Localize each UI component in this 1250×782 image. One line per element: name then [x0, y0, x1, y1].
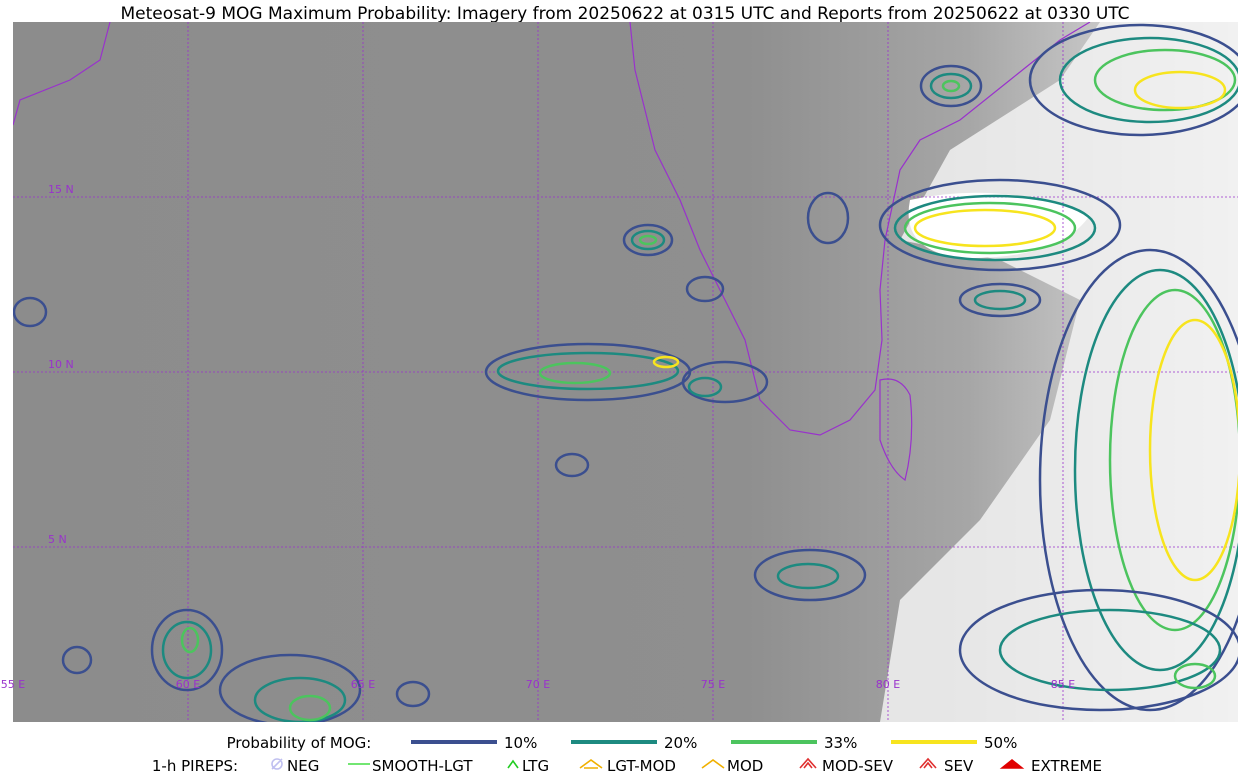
title: Meteosat-9 MOG Maximum Probability: Imag… [120, 4, 1129, 24]
coastline [879, 378, 913, 481]
legend-label: EXTREME [1031, 757, 1102, 775]
contour [218, 653, 362, 722]
legend-title: 1-h PIREPS: [152, 757, 238, 775]
contour [941, 79, 961, 93]
graticule [13, 22, 1238, 722]
contour [806, 191, 850, 245]
contour [919, 64, 983, 108]
contour [1093, 48, 1237, 112]
pirep-icon [507, 759, 519, 769]
coastline [629, 22, 1091, 436]
pirep-icon [999, 758, 1025, 769]
lon-label: 55 E [1, 678, 25, 691]
legend-label: 50% [984, 734, 1017, 752]
contour [1058, 36, 1238, 124]
legend-label: LTG [522, 757, 549, 775]
contour [630, 229, 666, 251]
contour [681, 360, 769, 404]
contour [973, 289, 1027, 311]
contour [638, 234, 658, 246]
contour [1108, 288, 1238, 632]
contour [554, 452, 590, 478]
lon-label: 85 E [1051, 678, 1075, 691]
lon-label: 65 E [351, 678, 375, 691]
contour [958, 282, 1042, 318]
contour [652, 355, 680, 369]
legend-label: 20% [664, 734, 697, 752]
contour [622, 223, 674, 257]
contour [13, 296, 48, 328]
contour [1173, 662, 1217, 690]
legend-title: Probability of MOG: [227, 734, 372, 752]
contour [61, 645, 93, 675]
map [13, 22, 1238, 722]
legend-label: MOD [727, 757, 763, 775]
legend-label: 33% [824, 734, 857, 752]
pirep-icon [701, 759, 725, 769]
lon-label: 75 E [701, 678, 725, 691]
contour [913, 208, 1057, 248]
contour [395, 680, 431, 708]
pirep-icon [799, 757, 817, 769]
contour [903, 201, 1077, 255]
contour [496, 351, 680, 391]
contour [1028, 23, 1238, 137]
pirep-icon [271, 758, 283, 770]
legend-label: SEV [944, 757, 974, 775]
pirep-icon [579, 759, 603, 769]
coastline [13, 22, 111, 126]
contour [180, 626, 200, 654]
lon-label: 80 E [876, 678, 900, 691]
contour [685, 275, 725, 303]
contour [998, 608, 1222, 692]
contour [1148, 318, 1238, 582]
contour [753, 548, 867, 602]
contour [929, 72, 973, 100]
contour [1133, 70, 1227, 110]
contour [687, 376, 723, 398]
contour [1038, 248, 1238, 712]
lon-label: 60 E [176, 678, 200, 691]
graticule-labels: 55 E 60 E 65 E 70 E 75 E 80 E 85 E 15 N 10 N 5 N [1, 183, 1075, 691]
lon-label: 70 E [526, 678, 550, 691]
lat-label: 10 N [48, 358, 74, 371]
contour [538, 361, 612, 385]
contour [288, 694, 332, 722]
legend-label: LGT-MOD [607, 757, 676, 775]
legend-label: MOD-SEV [822, 757, 894, 775]
contour [253, 676, 347, 722]
contours [13, 23, 1238, 722]
contour [878, 178, 1122, 272]
contour [776, 562, 840, 590]
contour [161, 620, 213, 680]
legend-label: SMOOTH-LGT [372, 757, 473, 775]
contour [958, 588, 1238, 712]
contour [893, 194, 1097, 262]
pirep-icon [919, 757, 937, 769]
legend-label: NEG [287, 757, 319, 775]
lat-label: 5 N [48, 533, 67, 546]
legend: Probability of MOG: 10% 20% 33% 50% 1-h PIREP… [152, 734, 1102, 775]
lat-label: 15 N [48, 183, 74, 196]
legend-label: 10% [504, 734, 537, 752]
contour [1073, 268, 1238, 672]
contour [150, 608, 224, 692]
